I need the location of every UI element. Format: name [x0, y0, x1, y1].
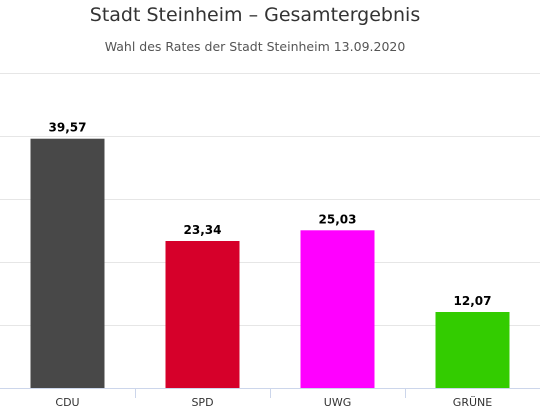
x-tick-label: UWG [324, 396, 351, 409]
bar-grüne [435, 312, 510, 388]
data-labels: 39,57 23,34 25,03 12,07 [49, 121, 492, 308]
chart-subtitle: Wahl des Rates der Stadt Steinheim 13.09… [104, 39, 406, 54]
bar-uwg [300, 230, 375, 388]
x-tick-label: CDU [55, 396, 79, 409]
data-label: 12,07 [454, 294, 492, 308]
x-tick-label: GRÜNE [453, 396, 492, 409]
x-tick-label: SPD [191, 396, 213, 409]
bar-cdu [30, 138, 105, 388]
x-tick-labels: CDU SPD UWG GRÜNE [55, 396, 492, 409]
x-axis [0, 388, 540, 398]
bar-spd [165, 241, 240, 388]
bars [30, 138, 510, 388]
data-label: 25,03 [319, 212, 357, 226]
data-label: 23,34 [184, 223, 222, 237]
chart-title: Stadt Steinheim – Gesamtergebnis [89, 4, 421, 26]
data-label: 39,57 [49, 121, 87, 135]
